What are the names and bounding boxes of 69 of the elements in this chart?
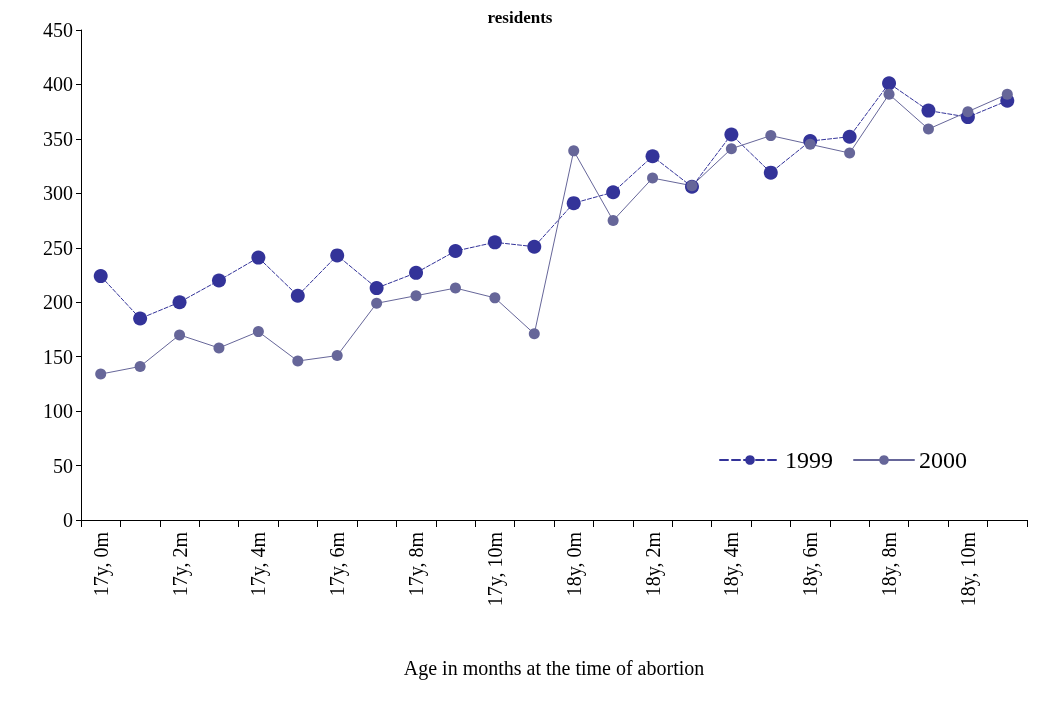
- x-tick-label: 18y, 8m: [878, 531, 902, 597]
- y-tick-label: 250: [43, 236, 73, 259]
- y-tick-label: 100: [43, 400, 73, 423]
- point: [133, 311, 148, 326]
- point: [883, 88, 895, 100]
- point: [369, 281, 384, 296]
- point: [647, 172, 659, 184]
- x-tick-label: 18y, 2m: [641, 531, 665, 597]
- point: [645, 149, 660, 164]
- point: [921, 103, 936, 118]
- y-tick-label: 400: [43, 73, 73, 96]
- x-tick-label: 18y, 10m: [956, 531, 980, 607]
- point: [842, 129, 857, 144]
- point: [330, 248, 345, 263]
- point: [568, 145, 580, 157]
- point: [331, 350, 343, 362]
- x-tick-label: 18y, 6m: [799, 531, 823, 597]
- x-tick-label: 18y, 4m: [720, 531, 744, 597]
- point: [95, 368, 107, 380]
- point: [211, 273, 226, 288]
- point: [292, 355, 304, 367]
- point: [93, 269, 108, 284]
- x-axis-title: Age in months at the time of abortion: [403, 657, 705, 680]
- point: [213, 342, 225, 354]
- y-tick-label: 50: [53, 454, 73, 477]
- y-tick-label: 450: [43, 19, 73, 41]
- point: [134, 360, 146, 372]
- x-tick-label: 17y, 6m: [326, 531, 350, 597]
- point: [290, 288, 305, 303]
- point: [804, 138, 816, 150]
- point: [409, 265, 424, 280]
- point: [410, 290, 422, 302]
- point: [724, 127, 739, 142]
- point: [371, 297, 383, 309]
- y-tick-label: 350: [43, 127, 73, 150]
- x-tick-label: 17y, 2m: [168, 531, 192, 597]
- y-tick-label: 0: [63, 509, 73, 531]
- point: [606, 185, 621, 200]
- point: [607, 215, 619, 227]
- legend-label: 2000: [919, 447, 967, 473]
- point: [962, 106, 974, 118]
- point: [174, 329, 186, 341]
- point: [251, 250, 266, 265]
- x-tick-label: 17y, 4m: [247, 531, 271, 597]
- point: [922, 123, 934, 135]
- x-tick-label: 17y, 0m: [89, 531, 113, 597]
- y-tick-label: 300: [43, 182, 73, 205]
- point: [763, 165, 778, 180]
- point: [528, 328, 540, 340]
- x-tick-label: 18y, 0m: [562, 531, 586, 597]
- x-tick-label: 17y, 10m: [483, 531, 507, 607]
- point: [765, 130, 777, 142]
- point: [527, 239, 542, 254]
- point: [489, 292, 501, 304]
- point: [844, 147, 856, 159]
- point: [449, 282, 461, 294]
- point: [448, 244, 463, 259]
- point: [725, 143, 737, 155]
- point: [1001, 88, 1013, 100]
- y-tick-label: 200: [43, 291, 73, 314]
- legend-label: 1999: [785, 447, 833, 473]
- chart-title: residents: [487, 8, 553, 27]
- point: [566, 196, 581, 211]
- point: [172, 295, 187, 310]
- point: [882, 76, 897, 91]
- x-tick-label: 17y, 8m: [405, 531, 429, 597]
- point: [487, 235, 502, 250]
- point: [252, 326, 264, 338]
- y-tick-label: 150: [43, 345, 73, 368]
